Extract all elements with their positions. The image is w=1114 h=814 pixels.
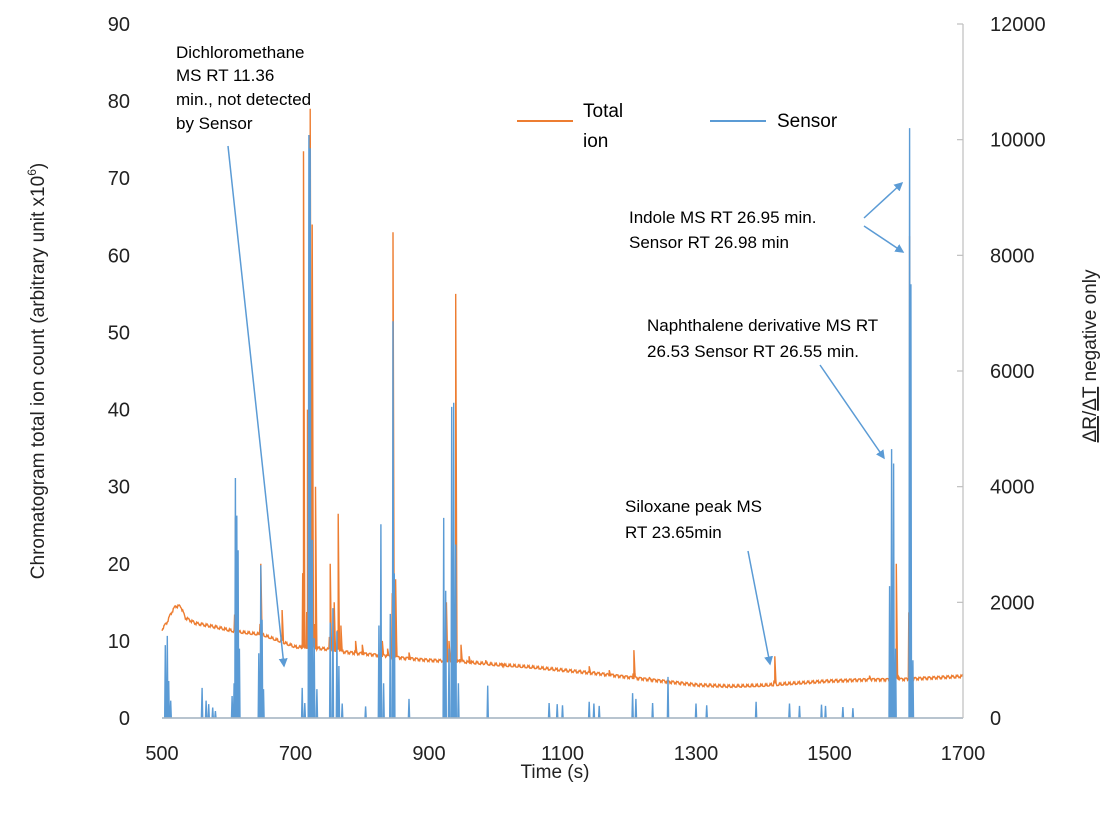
y-axis-title-main: Chromatogram total ion count (arbitrary …: [28, 176, 49, 579]
annotation-indole-line-1: Indole MS RT 26.95 min.: [629, 208, 816, 227]
annotation-indole-line-2: Sensor RT 26.98 min: [629, 233, 789, 252]
y-axis-title-end: ): [28, 163, 49, 169]
annotation-indole-arrow-upper: [863, 181, 904, 219]
annotation-dichloromethane-line-2: MS RT 11.36: [176, 66, 274, 85]
annotation-dichloromethane-arrow: [227, 145, 288, 668]
y-tick-label: 10: [108, 631, 130, 653]
annotation-naphthalene-arrow: [819, 364, 885, 460]
y2-tick-label: 2000: [990, 592, 1035, 614]
x-tick-label: 500: [145, 743, 178, 765]
annotation-siloxane: Siloxane peak MS RT 23.65min: [625, 497, 773, 666]
annotation-indole: Indole MS RT 26.95 min. Sensor RT 26.98 …: [629, 181, 905, 253]
x-tick-label: 1700: [941, 743, 986, 765]
annotation-siloxane-arrow: [747, 550, 773, 666]
annotation-dichloromethane-line-3: min., not detected: [176, 90, 311, 109]
y-axis-title-superscript: 6: [25, 169, 39, 176]
y-tick-label: 60: [108, 245, 130, 267]
annotation-naphthalene-line-1: Naphthalene derivative MS RT: [647, 316, 878, 335]
annotation-dichloromethane: Dichloromethane MS RT 11.36 min., not de…: [176, 43, 311, 668]
legend-total-ion-label-line2: ion: [583, 131, 608, 152]
y2-tick-label: 0: [990, 708, 1001, 730]
y2-axis-title-slash: /: [1080, 410, 1101, 416]
y-tick-label: 40: [108, 400, 130, 422]
y-tick-label: 70: [108, 168, 130, 190]
annotation-siloxane-line-2: RT 23.65min: [625, 523, 722, 542]
y-tick-label: 20: [108, 554, 130, 576]
y-tick-label: 80: [108, 91, 130, 113]
y2-tick-label: 6000: [990, 361, 1035, 383]
y2-axis-title-rest: negative only: [1080, 269, 1101, 387]
y2-axis-title-numerator: ΔR: [1080, 416, 1101, 442]
y-tick-label: 50: [108, 322, 130, 344]
y2-tick-label: 12000: [990, 14, 1046, 36]
y-tick-label: 30: [108, 477, 130, 499]
y-tick-label: 90: [108, 14, 130, 36]
annotation-siloxane-line-1: Siloxane peak MS: [625, 497, 762, 516]
annotation-naphthalene-line-2: 26.53 Sensor RT 26.55 min.: [647, 342, 859, 361]
legend: Total ion Sensor: [517, 101, 838, 152]
x-axis-title: Time (s): [521, 762, 590, 783]
y2-axis-title-denominator: ΔT: [1080, 386, 1101, 411]
annotation-dichloromethane-line-4: by Sensor: [176, 114, 253, 133]
x-tick-label: 1100: [541, 743, 584, 765]
ticks-layer: 500 700 900 1100 1300 1500 1700010203040506070…: [108, 14, 1046, 765]
y2-tick-label: 8000: [990, 245, 1035, 267]
x-tick-label: 1500: [807, 743, 852, 765]
annotation-indole-arrow-lower: [863, 225, 905, 253]
y2-axis-title: ΔR/ΔT negative only: [1080, 269, 1101, 442]
y2-tick-label: 4000: [990, 477, 1035, 499]
series-layer: [161, 108, 964, 719]
legend-total-ion-label: Total: [583, 101, 623, 122]
series-line-total-ion: [161, 108, 964, 689]
y-tick-label: 0: [119, 708, 130, 730]
annotation-naphthalene: Naphthalene derivative MS RT 26.53 Senso…: [647, 316, 885, 460]
x-tick-label: 700: [279, 743, 312, 765]
annotation-dichloromethane-line-1: Dichloromethane: [176, 43, 305, 62]
legend-sensor-label: Sensor: [777, 111, 838, 132]
x-tick-label: 900: [412, 743, 445, 765]
x-tick-label: 1300: [674, 743, 719, 765]
y2-tick-label: 10000: [990, 130, 1046, 152]
y-axis-title: Chromatogram total ion count (arbitrary …: [25, 163, 49, 579]
